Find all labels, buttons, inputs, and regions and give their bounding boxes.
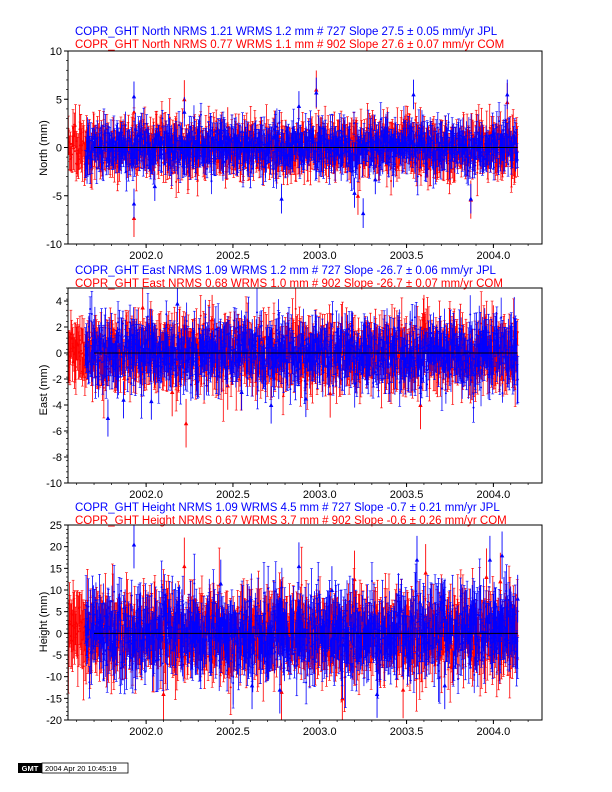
north-jpl-point — [199, 113, 202, 116]
north-jpl-point — [102, 125, 105, 128]
north-jpl-point — [272, 168, 275, 171]
north-com-point — [452, 167, 455, 170]
north-com-point — [215, 120, 218, 123]
north-com-point — [69, 143, 72, 146]
north-com-point — [81, 160, 84, 163]
north-jpl-point — [261, 165, 264, 168]
north-com-point — [73, 123, 76, 126]
north-jpl-point — [231, 152, 234, 155]
north-com-point — [429, 168, 432, 171]
north-jpl-point — [213, 156, 216, 159]
north-com-point — [71, 153, 74, 156]
north-jpl-point — [190, 127, 193, 130]
north-jpl-point — [145, 122, 148, 125]
north-jpl-point — [243, 150, 246, 153]
north-jpl-point — [126, 139, 129, 142]
north-jpl-point — [251, 167, 254, 170]
north-jpl-point — [95, 167, 98, 170]
north-jpl-point — [102, 161, 105, 164]
north-com-point — [476, 171, 479, 174]
north-jpl-point — [161, 117, 164, 120]
north-jpl-point — [259, 162, 262, 165]
north-com-point — [74, 125, 77, 128]
north-jpl-point — [256, 149, 259, 152]
north-com-point — [168, 116, 171, 119]
north-jpl-point — [205, 167, 208, 170]
north-jpl-point — [164, 162, 167, 165]
north-jpl-point — [113, 136, 116, 139]
north-jpl-point — [193, 145, 196, 148]
north-jpl-point — [205, 144, 208, 147]
north-jpl-point — [251, 137, 254, 140]
north-jpl-point — [193, 131, 196, 134]
north-title-jpl: COPR_GHT North NRMS 1.21 WRMS 1.2 mm # 7… — [75, 26, 498, 38]
north-com-outlier-point — [131, 109, 137, 114]
north-jpl-point — [157, 134, 160, 137]
north-panel: COPR_GHT North NRMS 1.21 WRMS 1.2 mm # 7… — [38, 26, 543, 262]
north-jpl-point — [189, 140, 192, 143]
north-jpl-point — [169, 156, 172, 159]
north-jpl-point — [268, 142, 271, 145]
north-com-point — [72, 147, 75, 150]
north-jpl-point — [261, 141, 264, 144]
north-jpl-point — [249, 171, 252, 174]
north-com-point — [350, 137, 353, 140]
north-jpl-point — [128, 163, 131, 166]
north-jpl-point — [271, 159, 274, 162]
north-jpl-point — [142, 159, 145, 162]
north-com-point — [77, 158, 80, 161]
north-jpl-point — [154, 147, 157, 150]
north-com-point — [199, 130, 202, 133]
north-jpl-point — [127, 165, 130, 168]
north-jpl-point — [142, 122, 145, 125]
north-jpl-point — [232, 137, 235, 140]
north-jpl-point — [214, 130, 217, 133]
north-jpl-point — [273, 150, 276, 153]
north-jpl-point — [273, 128, 276, 131]
north-jpl-point — [104, 131, 107, 134]
north-jpl-point — [269, 164, 272, 167]
north-jpl-point — [270, 137, 273, 140]
north-com-point — [135, 168, 138, 171]
north-jpl-point — [211, 131, 214, 134]
north-jpl-point — [220, 132, 223, 135]
north-com-point — [159, 127, 162, 130]
north-jpl-point — [281, 141, 284, 144]
north-jpl-point — [179, 163, 182, 166]
north-jpl-point — [92, 137, 95, 140]
north-com-point — [226, 165, 229, 168]
north-com-point — [419, 174, 422, 177]
north-com-point — [358, 166, 361, 169]
north-com-point — [175, 180, 178, 183]
north-com-point — [414, 119, 417, 122]
north-title-com: COPR_GHT North NRMS 0.77 WRMS 1.1 mm # 9… — [75, 39, 504, 51]
north-jpl-point — [221, 129, 224, 132]
north-jpl-point — [230, 127, 233, 130]
north-com-outlier-point — [355, 193, 361, 198]
north-jpl-point — [223, 128, 226, 131]
north-jpl-point — [128, 140, 131, 143]
north-jpl-point — [170, 171, 173, 174]
north-jpl-point — [208, 160, 211, 163]
north-jpl-point — [255, 143, 258, 146]
north-jpl-point — [105, 165, 108, 168]
north-data — [68, 70, 520, 238]
north-com-point — [390, 180, 393, 183]
north-com-point — [395, 165, 398, 168]
north-jpl-point — [152, 163, 155, 166]
